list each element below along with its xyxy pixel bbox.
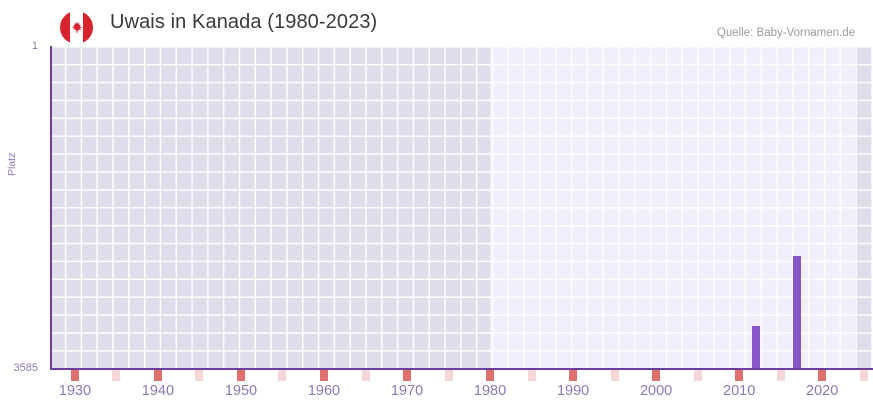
- x-axis-label: 1970: [390, 383, 424, 399]
- x-tick-major: [486, 370, 495, 381]
- x-tick-minor: [278, 370, 287, 381]
- canada-flag-icon: [60, 11, 93, 44]
- flag-band-right: [82, 11, 93, 44]
- x-axis-label: 1940: [141, 383, 175, 399]
- x-tick-major: [818, 370, 827, 381]
- x-tick-major: [652, 370, 661, 381]
- plot-area: [50, 47, 872, 369]
- flag-band-left: [60, 11, 71, 44]
- x-tick-major: [735, 370, 744, 381]
- maple-leaf-icon: [71, 21, 82, 33]
- bar: [751, 326, 760, 369]
- x-tick-major: [403, 370, 412, 381]
- x-tick-minor: [527, 370, 536, 381]
- x-axis-label: 2010: [723, 383, 756, 399]
- x-tick-major: [70, 370, 79, 381]
- x-tick-major: [153, 370, 162, 381]
- x-axis-label: 1960: [307, 383, 341, 399]
- x-tick-minor: [859, 370, 868, 381]
- x-tick-minor: [361, 370, 370, 381]
- x-tick-minor: [693, 370, 702, 381]
- x-axis-label: 1930: [58, 383, 92, 399]
- x-axis-label: 1950: [224, 383, 258, 399]
- x-axis-line: [50, 368, 873, 370]
- x-tick-minor: [195, 370, 204, 381]
- x-axis-label: 2020: [806, 383, 839, 399]
- y-axis-line: [50, 46, 52, 370]
- x-tick-major: [569, 370, 578, 381]
- x-axis-label: 1980: [473, 383, 507, 399]
- x-axis-label: 2000: [639, 383, 673, 399]
- y-axis-tick-top: 1: [31, 40, 38, 52]
- x-tick-minor: [112, 370, 121, 381]
- x-tick-major: [236, 370, 245, 381]
- bar: [793, 256, 802, 369]
- x-tick-minor: [776, 370, 785, 381]
- source-attribution: Quelle: Baby-Vornamen.de: [716, 27, 855, 39]
- x-axis-label: 1990: [556, 383, 590, 399]
- y-axis-title: Platz: [6, 152, 18, 176]
- page-title: Uwais in Kanada (1980-2023): [110, 11, 378, 33]
- x-tick-major: [320, 370, 328, 381]
- x-tick-minor: [444, 370, 453, 381]
- x-tick-minor: [610, 370, 619, 381]
- plot-gridlines: [50, 47, 872, 369]
- y-axis-tick-bottom: 3585: [13, 362, 38, 374]
